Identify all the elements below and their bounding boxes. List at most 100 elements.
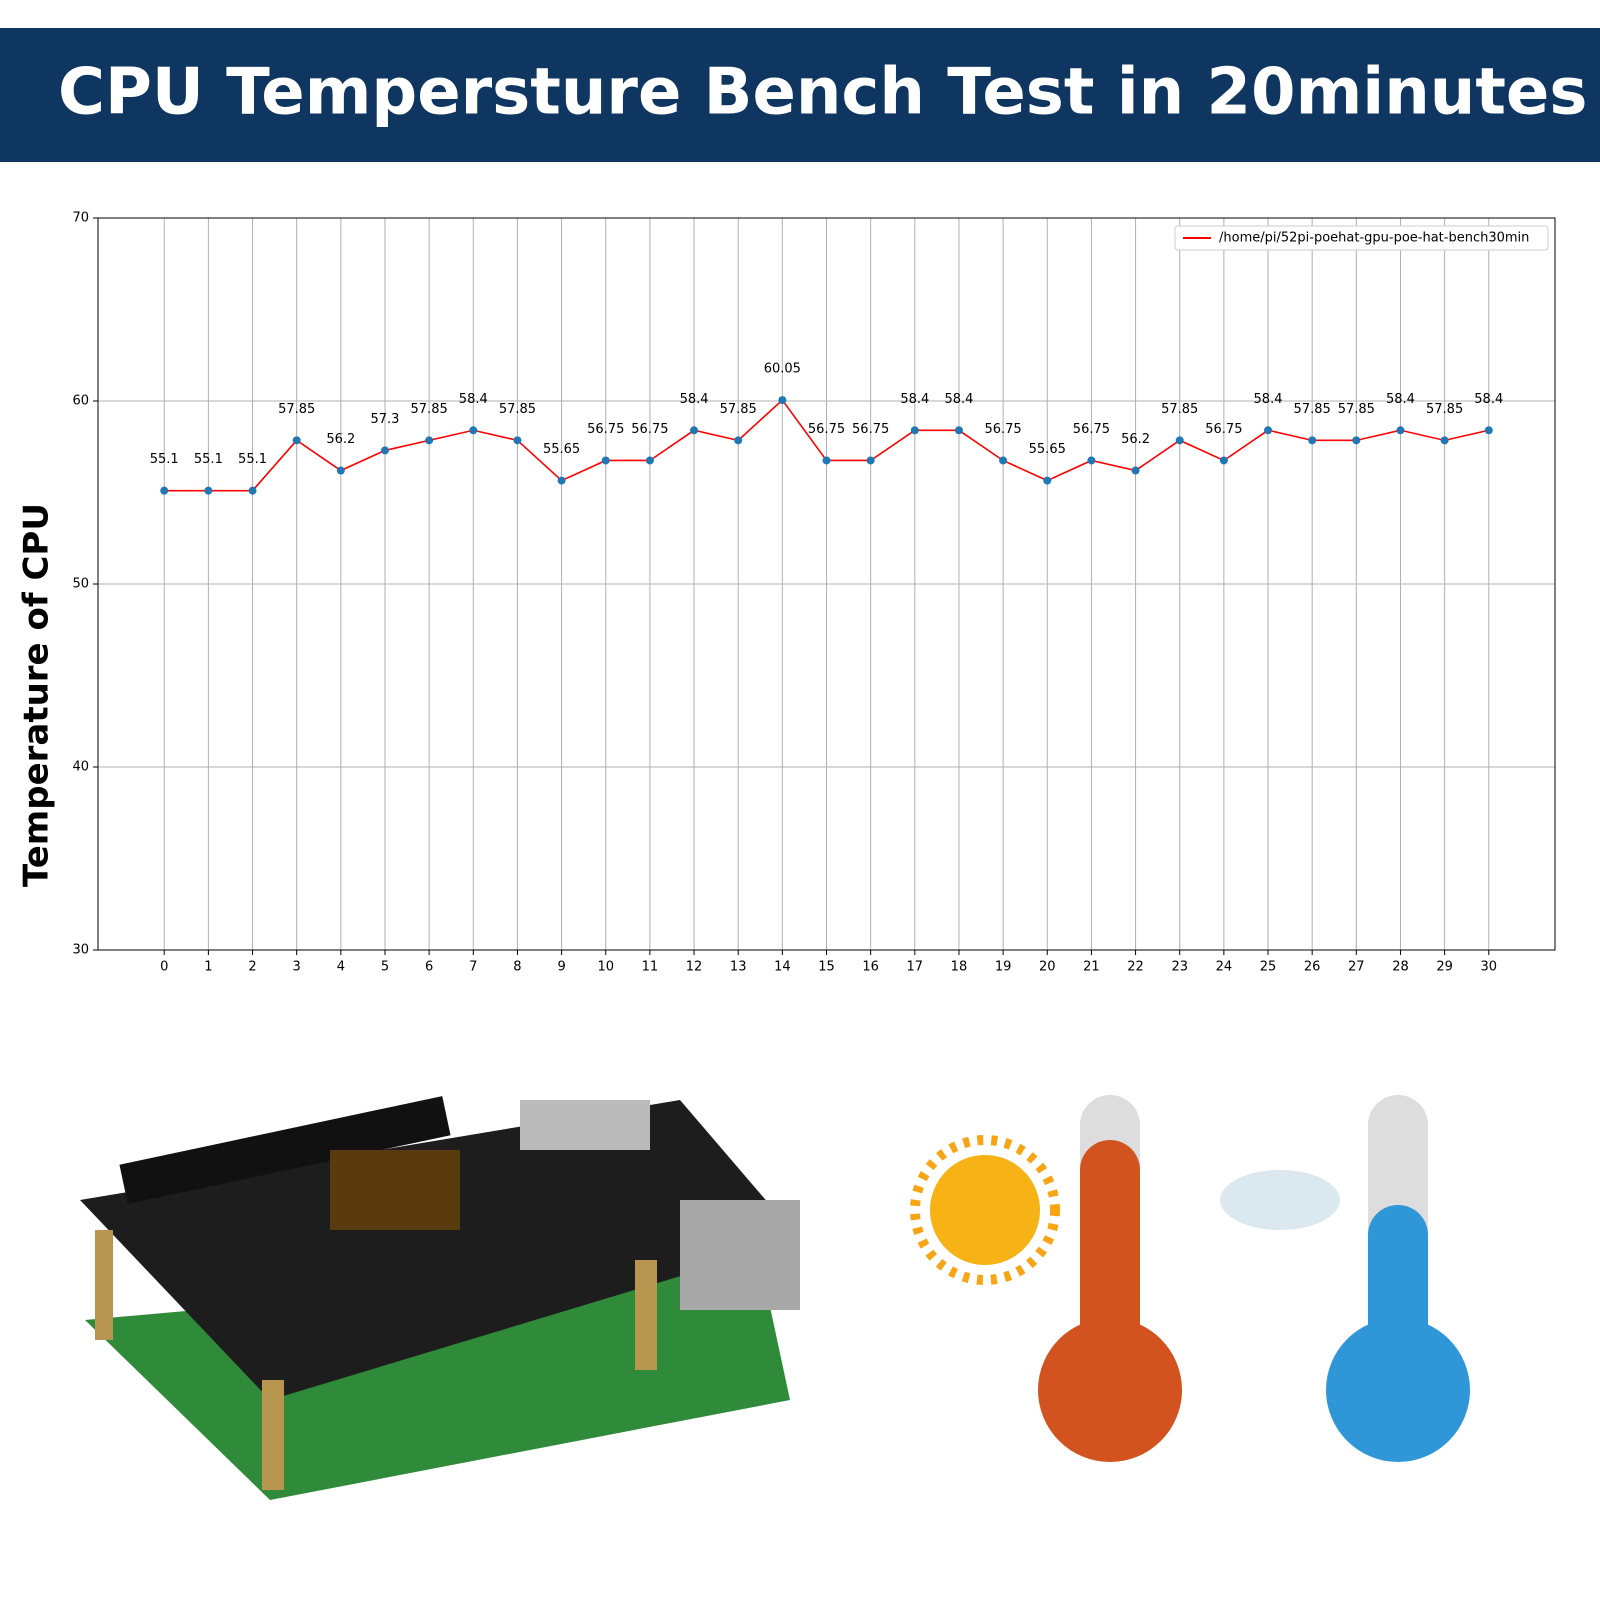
data-label: 57.85 (1161, 402, 1198, 417)
x-tick-label: 2 (248, 960, 256, 975)
x-tick-label: 25 (1260, 960, 1277, 975)
x-tick-label: 9 (557, 960, 565, 975)
page-title: CPU Tempersture Bench Test in 20minutes (58, 56, 1587, 130)
x-tick-label: 27 (1348, 960, 1365, 975)
x-tick-label: 11 (642, 960, 659, 975)
data-point (866, 456, 875, 465)
x-tick-label: 30 (1480, 960, 1497, 975)
data-point (1352, 436, 1361, 445)
x-tick-label: 12 (686, 960, 703, 975)
data-label: 58.4 (1254, 392, 1283, 407)
data-label: 55.1 (150, 452, 179, 467)
y-tick-label: 30 (72, 943, 89, 958)
x-tick-label: 21 (1083, 960, 1100, 975)
data-point (425, 436, 434, 445)
x-tick-label: 6 (425, 960, 433, 975)
data-point (954, 426, 963, 435)
data-label: 58.4 (1474, 392, 1503, 407)
data-label: 55.65 (543, 442, 580, 457)
x-tick-label: 18 (951, 960, 968, 975)
plot-frame (97, 217, 1556, 951)
data-label: 57.85 (278, 402, 315, 417)
x-tick-label: 3 (293, 960, 301, 975)
data-label: 57.85 (1338, 402, 1375, 417)
legend-label: /home/pi/52pi-poehat-gpu-poe-hat-bench30… (1219, 231, 1529, 246)
data-point (160, 486, 169, 495)
data-point (1175, 436, 1184, 445)
data-label: 56.75 (852, 422, 889, 437)
data-label: 56.75 (587, 422, 624, 437)
x-tick-label: 14 (774, 960, 791, 975)
y-tick-label: 70 (72, 211, 89, 226)
data-point (1484, 426, 1493, 435)
legend-frame (1174, 225, 1549, 251)
data-point (1087, 456, 1096, 465)
data-point (248, 486, 257, 495)
data-label: 57.85 (411, 402, 448, 417)
data-point (1396, 426, 1405, 435)
x-tick-label: 26 (1304, 960, 1321, 975)
data-label: 57.85 (1426, 402, 1463, 417)
x-tick-label: 29 (1436, 960, 1453, 975)
data-label: 55.1 (194, 452, 223, 467)
x-tick-label: 22 (1127, 960, 1144, 975)
y-tick-label: 40 (72, 760, 89, 775)
data-point (1131, 466, 1140, 475)
x-tick-label: 17 (907, 960, 924, 975)
data-label: 60.05 (764, 362, 801, 377)
title-banner (0, 28, 1600, 162)
y-tick-label: 50 (72, 577, 89, 592)
data-label: 56.75 (808, 422, 845, 437)
data-label: 57.3 (371, 412, 400, 427)
data-label: 58.4 (900, 392, 929, 407)
x-tick-label: 13 (730, 960, 747, 975)
data-label: 55.65 (1029, 442, 1066, 457)
x-tick-label: 19 (995, 960, 1012, 975)
data-label: 56.2 (1121, 432, 1150, 447)
data-point (1308, 436, 1317, 445)
data-label: 56.75 (1073, 422, 1110, 437)
data-label: 58.4 (680, 392, 709, 407)
data-point (336, 466, 345, 475)
data-point (1043, 476, 1052, 485)
data-point (292, 436, 301, 445)
data-label: 57.85 (499, 402, 536, 417)
x-tick-label: 7 (469, 960, 477, 975)
x-tick-label: 15 (818, 960, 835, 975)
data-label: 56.75 (631, 422, 668, 437)
data-point (1219, 456, 1228, 465)
data-point (822, 456, 831, 465)
legend: /home/pi/52pi-poehat-gpu-poe-hat-bench30… (1174, 225, 1549, 251)
data-point (734, 436, 743, 445)
x-tick-label: 1 (204, 960, 212, 975)
board-illustration (80, 1096, 800, 1500)
x-tick-label: 8 (513, 960, 521, 975)
x-tick-label: 23 (1171, 960, 1188, 975)
x-tick-label: 24 (1216, 960, 1233, 975)
data-point (557, 476, 566, 485)
data-label: 55.1 (238, 452, 267, 467)
data-label: 58.4 (944, 392, 973, 407)
data-point (690, 426, 699, 435)
y-axis-label: Temperature of CPU (17, 503, 57, 887)
data-label: 56.75 (984, 422, 1021, 437)
data-label: 56.75 (1205, 422, 1242, 437)
x-tick-label: 10 (597, 960, 614, 975)
x-tick-label: 0 (160, 960, 168, 975)
data-label: 58.4 (1386, 392, 1415, 407)
data-point (645, 456, 654, 465)
data-point (910, 426, 919, 435)
x-tick-label: 16 (862, 960, 879, 975)
data-label: 57.85 (1294, 402, 1331, 417)
y-tick-label: 60 (72, 394, 89, 409)
data-point (1264, 426, 1273, 435)
data-point (204, 486, 213, 495)
thermometer-illustration (910, 1095, 1470, 1462)
x-tick-label: 4 (337, 960, 345, 975)
data-point (1440, 436, 1449, 445)
data-point (513, 436, 522, 445)
data-label: 57.85 (720, 402, 757, 417)
x-tick-label: 5 (381, 960, 389, 975)
